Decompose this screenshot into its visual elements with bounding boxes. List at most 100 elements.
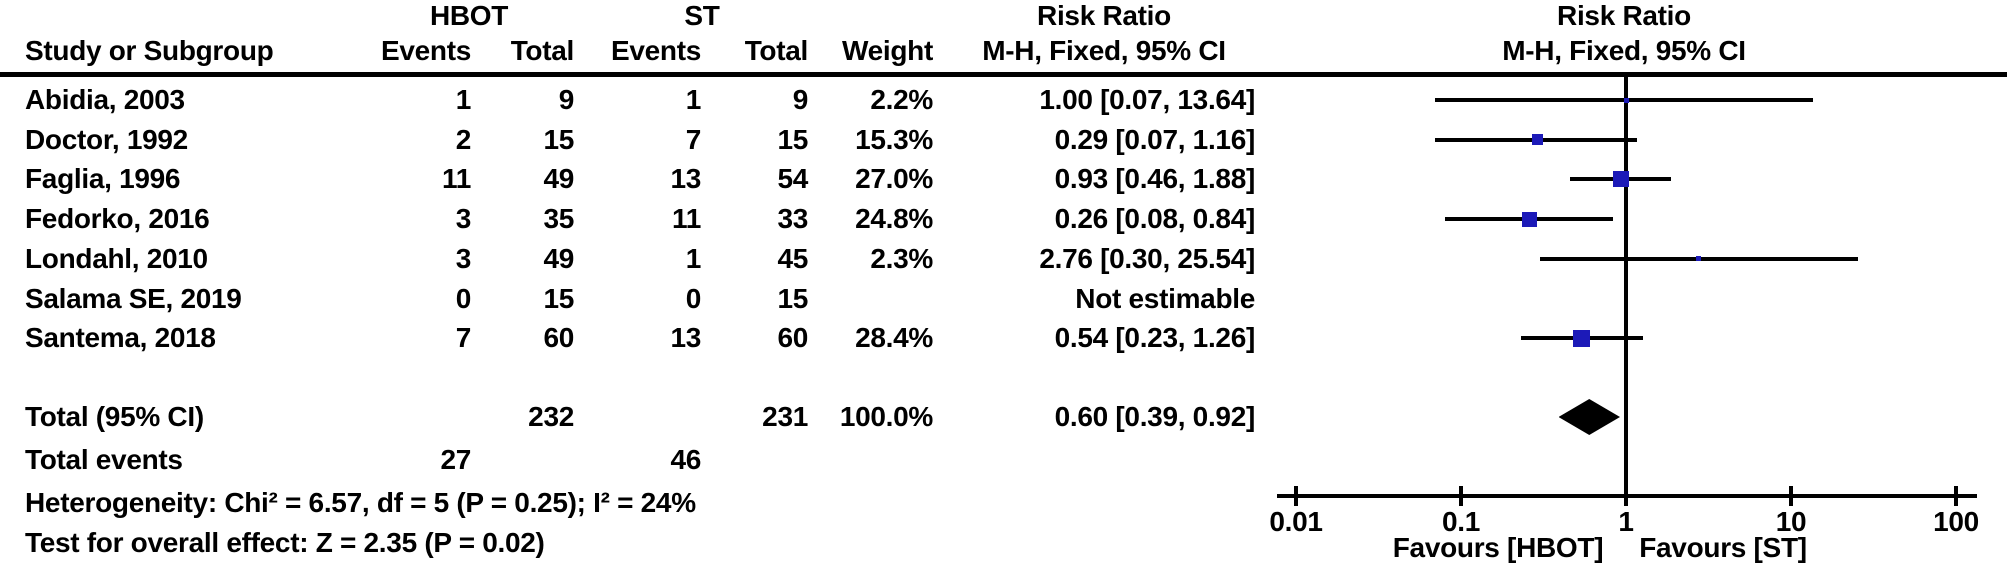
hbot-total-cell: 49: [543, 163, 574, 195]
st-total-cell: 60: [777, 322, 808, 354]
weight-cell: 2.3%: [870, 242, 933, 274]
plot-header-line1: Risk Ratio: [1557, 0, 1691, 31]
col-header-hbot-events: Events: [380, 35, 471, 66]
effect-square: [1612, 171, 1629, 188]
total-events-st: 46: [670, 444, 701, 475]
st-events-cell: 13: [670, 163, 701, 195]
group-header-st: ST: [684, 0, 720, 31]
table-row: Faglia, 1996 11 49 13 54 27.0% 0.93 [0.46, 1.8…: [0, 159, 2007, 199]
hbot-total-cell: 9: [558, 84, 575, 115]
effect-square: [1521, 211, 1538, 227]
overall-effect-text: Test for overall effect: Z = 2.35 (P = 0…: [25, 527, 545, 558]
total-weight: 100.0%: [839, 401, 933, 432]
table-row: Abidia, 2003 1 9 1 9 2.2% 1.00 [0.07, 13.64]: [0, 80, 2007, 120]
hbot-events-cell: 3: [455, 242, 472, 274]
total-st-n: 231: [762, 401, 808, 432]
risk-ratio-cell: Not estimable: [1075, 282, 1255, 314]
weight-cell: 28.4%: [855, 322, 933, 354]
hbot-events-cell: 1: [455, 84, 472, 115]
col-header-weight: Weight: [841, 35, 933, 66]
risk-ratio-cell: 0.93 [0.46, 1.88]: [1054, 163, 1256, 195]
axis-tick-label: 0.01: [1269, 506, 1323, 537]
axis-tick-label: 1: [1618, 506, 1634, 537]
favours-right-label: Favours [ST]: [1639, 532, 1807, 563]
hbot-events-cell: 11: [442, 163, 471, 195]
hbot-total-cell: 49: [543, 242, 574, 274]
hbot-total-cell: 35: [543, 203, 574, 235]
st-total-cell: 15: [777, 123, 808, 155]
header-rule: [0, 72, 2007, 77]
study-name-cell: Salama SE, 2019: [25, 282, 242, 314]
col-header-st-events: Events: [610, 35, 701, 66]
axis-tick: [1624, 486, 1628, 506]
axis-tick-label: 0.1: [1441, 506, 1481, 537]
effect-square: [1573, 329, 1591, 347]
study-name-cell: Fedorko, 2016: [25, 203, 210, 235]
study-name-cell: Faglia, 1996: [25, 163, 181, 195]
total-label: Total (95% CI): [25, 401, 204, 432]
st-total-cell: 33: [777, 203, 808, 235]
favours-left-label: Favours [HBOT]: [1392, 532, 1604, 563]
study-name-cell: Santema, 2018: [25, 322, 216, 354]
table-row: Doctor, 1992 2 15 7 15 15.3% 0.29 [0.07, 1.16]: [0, 120, 2007, 160]
col-header-st-total: Total: [744, 35, 809, 66]
hbot-events-cell: 2: [455, 123, 472, 155]
axis-tick-label: 100: [1933, 506, 1979, 537]
plot-header-line2: M-H, Fixed, 95% CI: [1502, 35, 1746, 66]
axis-tick-label: 10: [1775, 506, 1807, 537]
hbot-events-cell: 3: [455, 203, 472, 235]
axis-tick: [1294, 486, 1298, 506]
st-events-cell: 7: [685, 123, 702, 155]
total-hbot-n: 232: [528, 401, 574, 432]
st-events-cell: 0: [685, 282, 702, 314]
risk-ratio-cell: 0.29 [0.07, 1.16]: [1054, 123, 1256, 155]
effect-header-line1: Risk Ratio: [1037, 0, 1171, 31]
table-row: Salama SE, 2019 0 15 0 15 Not estimable: [0, 279, 2007, 319]
risk-ratio-cell: 0.54 [0.23, 1.26]: [1054, 322, 1256, 354]
table-row: Londahl, 2010 3 49 1 45 2.3% 2.76 [0.30, 25.54…: [0, 239, 2007, 279]
weight-cell: 27.0%: [855, 163, 933, 195]
effect-square: [1696, 256, 1702, 262]
study-name-cell: Doctor, 1992: [25, 123, 188, 155]
st-total-cell: 54: [777, 163, 808, 195]
axis-tick: [1789, 486, 1793, 506]
weight-cell: 15.3%: [855, 123, 933, 155]
risk-ratio-cell: 0.26 [0.08, 0.84]: [1054, 203, 1256, 235]
hbot-events-cell: 0: [455, 282, 472, 314]
col-header-study: Study or Subgroup: [25, 35, 274, 66]
axis-tick: [1954, 486, 1958, 506]
table-row: Fedorko, 2016 3 35 11 33 24.8% 0.26 [0.08, 0.8…: [0, 199, 2007, 239]
risk-ratio-cell: 1.00 [0.07, 13.64]: [1039, 84, 1255, 115]
effect-header-line2: M-H, Fixed, 95% CI: [982, 35, 1226, 66]
hbot-total-cell: 15: [543, 282, 574, 314]
effect-square: [1623, 97, 1629, 103]
col-header-hbot-total: Total: [510, 35, 575, 66]
pooled-diamond: [1558, 399, 1620, 435]
st-events-cell: 11: [672, 203, 701, 235]
hbot-total-cell: 15: [543, 123, 574, 155]
total-rr: 0.60 [0.39, 0.92]: [1054, 401, 1256, 432]
null-line: [1624, 74, 1628, 498]
total-events-label: Total events: [25, 444, 183, 475]
study-name-cell: Londahl, 2010: [25, 242, 208, 274]
weight-cell: 24.8%: [855, 203, 933, 235]
st-events-cell: 1: [685, 84, 702, 115]
st-total-cell: 9: [792, 84, 809, 115]
total-events-hbot: 27: [440, 444, 471, 475]
group-header-hbot: HBOT: [429, 0, 509, 31]
hbot-total-cell: 60: [543, 322, 574, 354]
st-events-cell: 13: [670, 322, 701, 354]
study-name-cell: Abidia, 2003: [25, 84, 185, 115]
st-total-cell: 15: [777, 282, 808, 314]
st-total-cell: 45: [777, 242, 808, 274]
hbot-events-cell: 7: [455, 322, 472, 354]
table-row: Santema, 2018 7 60 13 60 28.4% 0.54 [0.23, 1.2…: [0, 318, 2007, 358]
effect-square: [1531, 134, 1543, 146]
st-events-cell: 1: [685, 242, 702, 274]
heterogeneity-text: Heterogeneity: Chi² = 6.57, df = 5 (P = …: [25, 487, 696, 518]
weight-cell: 2.2%: [870, 84, 933, 115]
risk-ratio-cell: 2.76 [0.30, 25.54]: [1039, 242, 1255, 274]
axis-tick: [1459, 486, 1463, 506]
weight-cell: [823, 279, 933, 319]
